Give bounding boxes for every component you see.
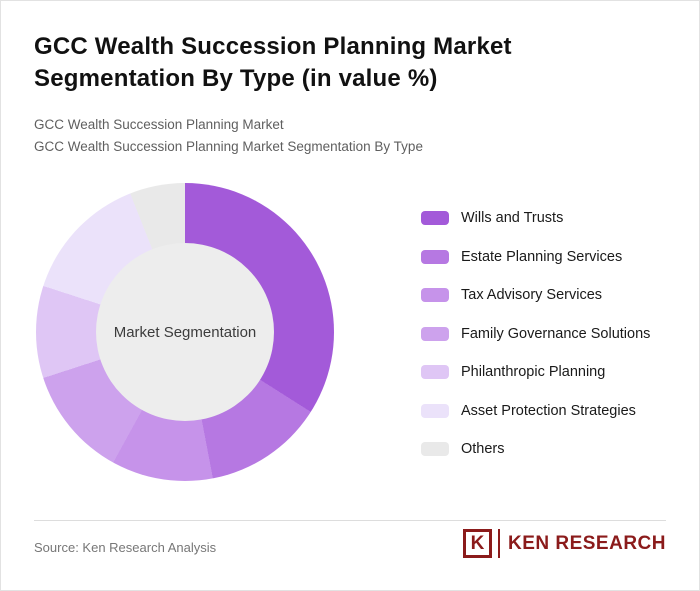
subtitle-line-2: GCC Wealth Succession Planning Market Se… — [34, 139, 423, 154]
ken-research-logo: K KEN RESEARCH — [462, 529, 666, 558]
legend-swatch — [421, 403, 449, 418]
chart-area: Market Segmentation Wills and Trusts Est… — [34, 183, 668, 483]
legend-swatch — [421, 211, 449, 225]
legend-item: Estate Planning Services — [421, 245, 650, 269]
legend-label: Family Governance Solutions — [461, 325, 651, 342]
legend-item: Wills and Trusts — [421, 206, 650, 230]
legend-label: Philanthropic Planning — [461, 364, 606, 380]
subtitle-block: GCC Wealth Succession Planning Market GC… — [34, 114, 423, 158]
logo-wordmark: KEN RESEARCH — [507, 532, 666, 554]
legend-label: Others — [461, 441, 505, 457]
donut-center: Market Segmentation — [96, 243, 274, 421]
legend-label: Asset Protection Strategies — [461, 402, 636, 419]
legend-swatch — [421, 288, 449, 302]
legend-label: Tax Advisory Services — [461, 287, 603, 303]
legend-swatch — [421, 365, 449, 379]
legend-label: Wills and Trusts — [461, 210, 564, 226]
logo-k-mark: K — [462, 529, 492, 558]
legend-item: Philanthropic Planning — [421, 360, 650, 384]
legend-label: Estate Planning Services — [461, 248, 623, 265]
legend-item: Tax Advisory Services — [421, 283, 650, 307]
footer-divider — [34, 520, 666, 521]
chart-legend: Wills and Trusts Estate Planning Service… — [421, 206, 650, 476]
legend-swatch — [421, 249, 449, 264]
legend-swatch — [421, 326, 449, 341]
donut-center-label: Market Segmentation — [113, 323, 257, 341]
legend-swatch — [421, 442, 449, 456]
legend-item: Family Governance Solutions — [421, 322, 650, 346]
page-title: GCC Wealth Succession Planning Market Se… — [34, 33, 512, 92]
donut-chart: Market Segmentation — [36, 183, 334, 481]
source-text: Source: Ken Research Analysis — [34, 540, 217, 555]
logo-divider — [497, 529, 500, 558]
subtitle-line-1: GCC Wealth Succession Planning Market — [34, 117, 284, 132]
legend-item: Others — [421, 437, 650, 461]
legend-item: Asset Protection Strategies — [421, 399, 650, 423]
